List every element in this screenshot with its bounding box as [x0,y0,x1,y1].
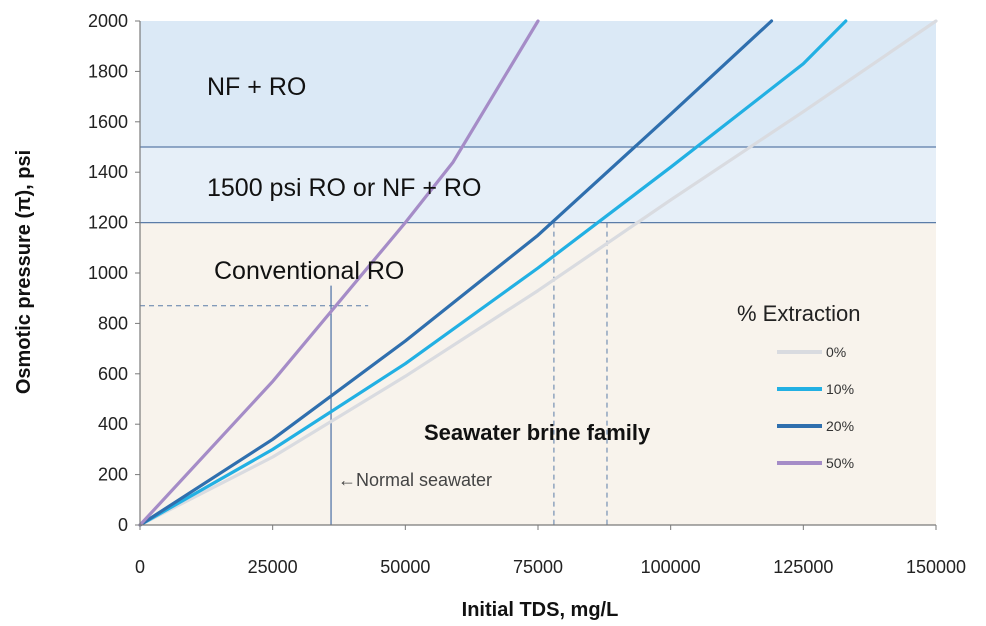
pressure-regions [140,21,936,525]
x-axis-label: Initial TDS, mg/L [462,599,619,621]
legend: 0% 10% 20% 50% [777,344,854,471]
y-tick-label: 0 [118,515,128,535]
region-label-nf-ro: NF + RO [207,73,306,101]
y-tick-label: 1000 [88,263,128,283]
y-tick-label: 1400 [88,162,128,182]
y-tick-label: 400 [98,414,128,434]
x-tick-label: 75000 [513,557,563,577]
y-tick-labels: 0 200 400 600 800 1000 1200 1400 1600 1800 2000 [88,11,128,535]
region-band-2 [140,222,936,525]
y-tick-label: 600 [98,364,128,384]
region-label-1500-psi: 1500 psi RO or NF + RO [207,174,481,202]
legend-label-0pct: 0% [826,344,846,360]
x-tick-label: 50000 [380,557,430,577]
annotation-brine-family: Seawater brine family [424,420,651,445]
x-tick-labels: 0 25000 50000 75000 100000 125000 150000 [135,557,966,577]
x-tick-label: 25000 [248,557,298,577]
axes [135,20,937,530]
x-tick-label: 0 [135,557,145,577]
y-tick-label: 2000 [88,11,128,31]
y-tick-label: 1600 [88,112,128,132]
y-tick-label: 800 [98,313,128,333]
x-tick-label: 100000 [641,557,701,577]
y-tick-label: 200 [98,465,128,485]
legend-label-50pct: 50% [826,455,854,471]
y-tick-label: 1200 [88,213,128,233]
x-tick-label: 125000 [773,557,833,577]
legend-label-10pct: 10% [826,381,854,397]
annotation-normal-seawater: ←Normal seawater [338,470,492,490]
series-line-10pct [138,19,848,527]
threshold-lines [140,146,936,224]
reference-lines [140,222,608,525]
series-line-0pct [138,19,938,527]
x-tick-label: 150000 [906,557,966,577]
series-lines [138,19,938,527]
region-band-0 [140,21,936,147]
y-axis-label: Osmotic pressure (π), psi [13,150,35,394]
region-label-conventional-ro: Conventional RO [214,257,404,285]
series-line-20pct [138,19,774,527]
series-line-50pct [138,19,540,527]
legend-label-20pct: 20% [826,418,854,434]
legend-title: % Extraction [737,301,861,326]
y-tick-label: 1800 [88,61,128,81]
region-band-1 [140,147,936,223]
